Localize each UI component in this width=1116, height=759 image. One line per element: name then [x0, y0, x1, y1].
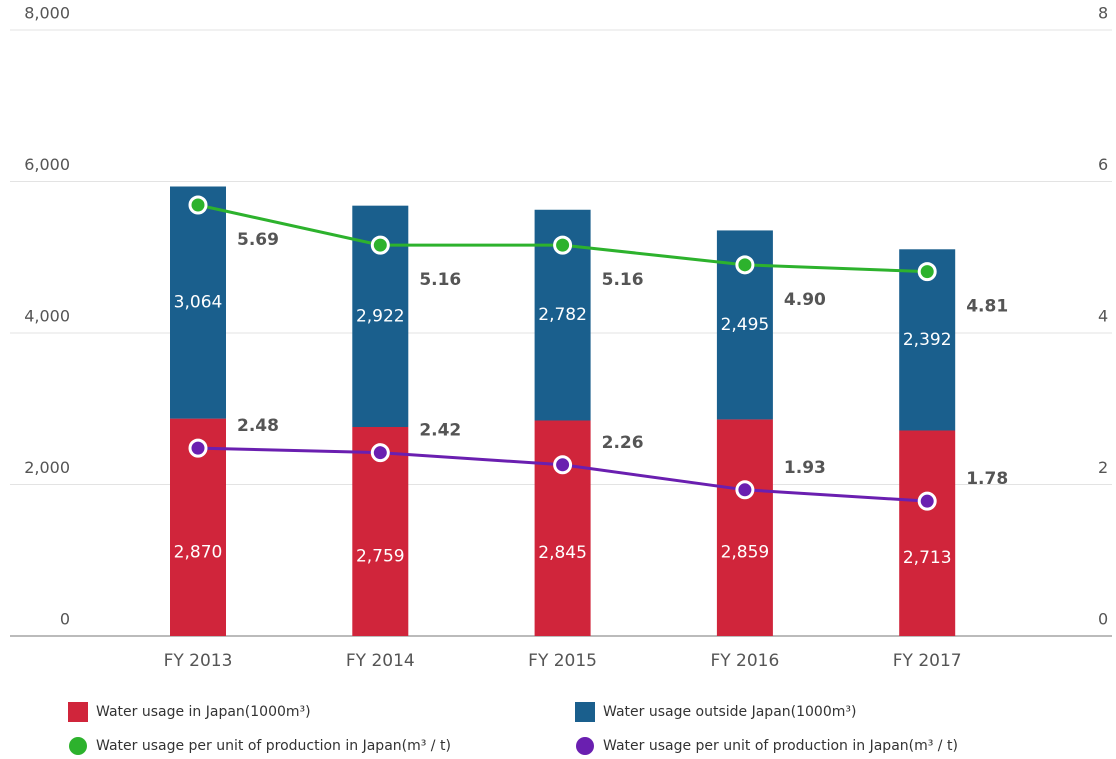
x-tick-label: FY 2015	[528, 651, 597, 671]
bar-value-label: 2,845	[538, 543, 587, 563]
line-point	[735, 480, 755, 500]
line-point	[370, 443, 390, 463]
line-value-label: 1.93	[784, 458, 826, 478]
line-value-label: 5.69	[237, 230, 279, 250]
bar	[170, 186, 226, 419]
legend-swatch	[575, 702, 595, 722]
x-tick-label: FY 2017	[893, 651, 962, 671]
y-tick-label: 0	[60, 610, 70, 629]
bar-value-label: 2,859	[721, 543, 770, 563]
line-value-label: 5.16	[602, 270, 644, 290]
y-tick-label: 2,000	[24, 458, 70, 477]
bar-value-label: 2,870	[174, 542, 223, 562]
bar	[716, 419, 773, 636]
line-point	[553, 455, 573, 475]
legend-label: Water usage in Japan(1000m³)	[96, 704, 311, 720]
line-point	[553, 235, 573, 255]
y2-tick-label: 6	[1098, 155, 1108, 174]
legend-swatch	[576, 737, 594, 755]
line-point	[735, 255, 755, 275]
x-tick-label: FY 2016	[710, 651, 779, 671]
line-value-label: 2.26	[602, 433, 644, 453]
bar	[899, 430, 956, 636]
line-value-label: 2.48	[237, 416, 279, 436]
line-value-label: 5.16	[419, 270, 461, 290]
bar-value-label: 2,495	[721, 315, 770, 335]
y-tick-label: 4,000	[24, 307, 70, 326]
line-point	[370, 235, 390, 255]
line-value-label: 1.78	[966, 469, 1008, 489]
bar-value-label: 2,759	[356, 547, 405, 567]
line-point	[188, 438, 208, 458]
legend-swatch	[68, 702, 88, 722]
line-value-label: 2.42	[419, 421, 461, 441]
legend-label: Water usage per unit of production in Ja…	[96, 738, 451, 754]
y2-tick-label: 4	[1098, 307, 1108, 326]
line-point	[917, 262, 937, 282]
legend-label: Water usage per unit of production in Ja…	[603, 738, 958, 754]
bar-value-label: 2,922	[356, 306, 405, 326]
y2-tick-label: 2	[1098, 458, 1108, 477]
y-tick-label: 8,000	[24, 4, 70, 23]
bar-value-label: 2,713	[903, 548, 952, 568]
line-point	[188, 195, 208, 215]
line-value-label: 4.81	[966, 297, 1008, 317]
line-value-label: 4.90	[784, 290, 826, 310]
y-tick-label: 6,000	[24, 155, 70, 174]
y2-tick-label: 8	[1098, 4, 1108, 23]
legend-label: Water usage outside Japan(1000m³)	[603, 704, 856, 720]
x-tick-label: FY 2013	[164, 651, 233, 671]
bar-value-label: 2,392	[903, 330, 952, 350]
y2-tick-label: 0	[1098, 610, 1108, 629]
x-tick-label: FY 2014	[346, 651, 415, 671]
bar-value-label: 2,782	[538, 305, 587, 325]
bar-value-label: 3,064	[174, 293, 223, 313]
line-point	[917, 491, 937, 511]
bar	[534, 420, 591, 636]
legend-swatch	[69, 737, 87, 755]
